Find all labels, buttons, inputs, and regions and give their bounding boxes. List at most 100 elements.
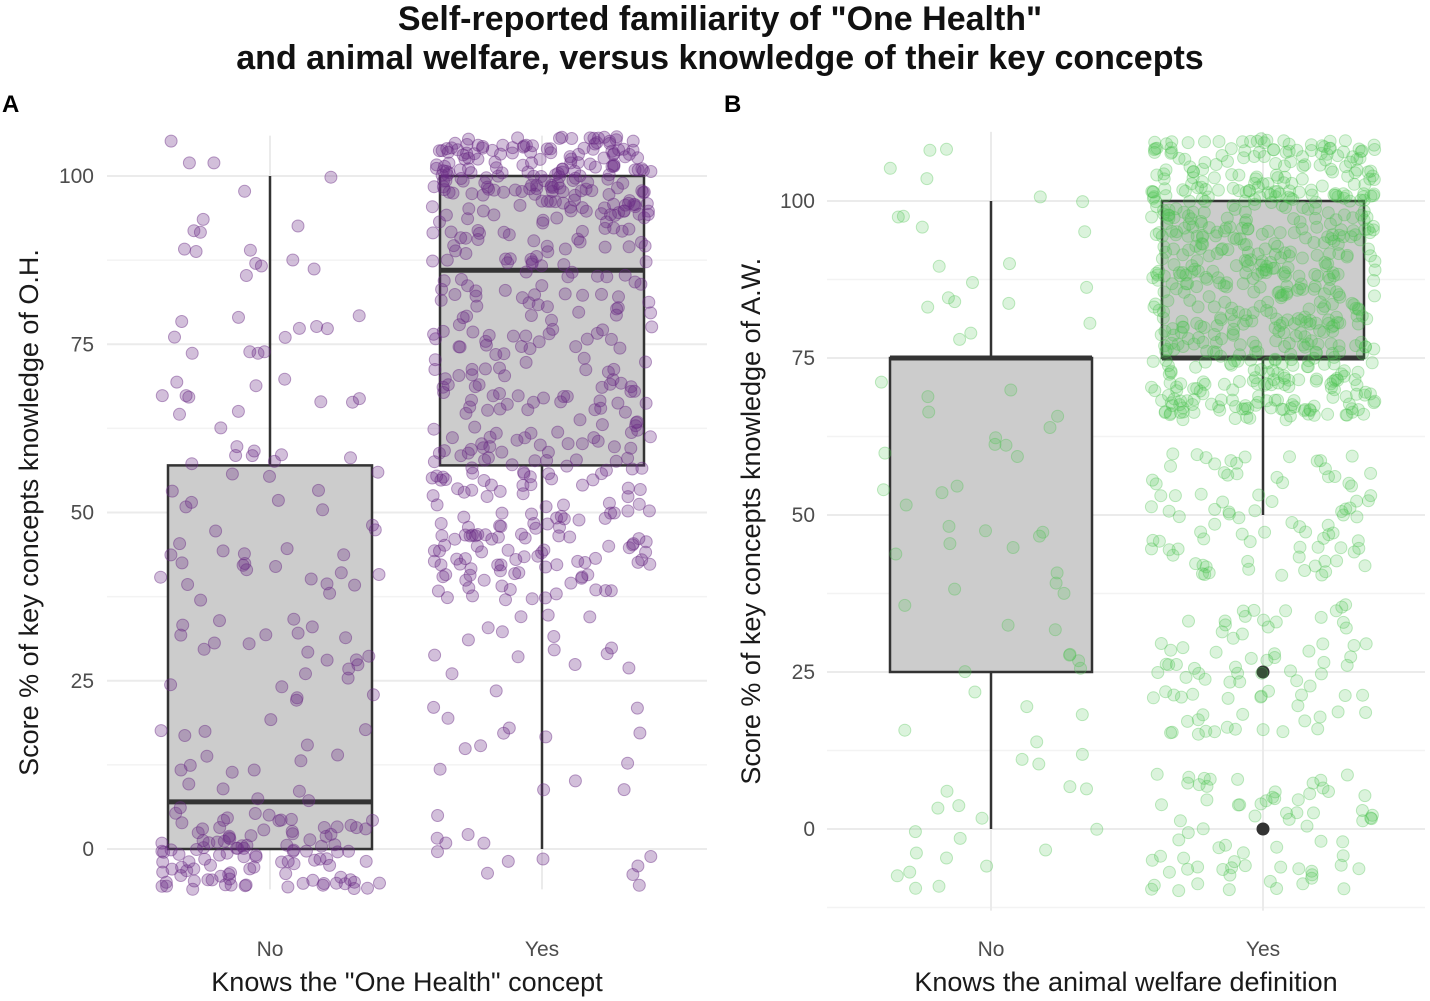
jitter-point [249,850,263,864]
jitter-point [1316,302,1330,316]
jitter-point [989,431,1003,445]
jitter-point [1186,165,1200,179]
jitter-point [898,598,912,612]
jitter-point [1202,249,1216,263]
jitter-point [591,269,604,283]
jitter-point [1167,211,1181,224]
jitter-point [294,754,308,768]
jitter-point [182,390,196,404]
jitter-point [1147,143,1161,157]
jitter-point [1215,625,1229,639]
jitter-point [1080,782,1093,796]
jitter-point [517,139,531,153]
jitter-point [317,877,331,890]
jitter-point [1311,722,1325,736]
jitter-point [517,465,531,479]
jitter-point [503,583,517,596]
jitter-point [1221,691,1235,705]
jitter-point [427,327,441,341]
jitter-point [272,814,286,828]
jitter-point [1250,377,1264,391]
jitter-point [1162,504,1176,518]
jitter-point [1287,394,1301,408]
jitter-point [1326,526,1340,540]
jitter-point [1278,246,1292,260]
jitter-point [445,141,459,155]
jitter-point [568,193,581,207]
jitter-point [583,610,597,624]
x-tick-label: No [257,938,284,961]
jitter-point [1292,269,1306,283]
jitter-point [602,539,616,553]
jitter-point [453,557,467,571]
jitter-point [471,528,485,541]
jitter-point [1254,132,1268,146]
jitter-point [485,532,499,546]
jitter-point [259,628,273,642]
jitter-point [1275,357,1289,371]
jitter-point [1343,194,1357,208]
jitter-point [952,799,966,813]
jitter-point [601,172,615,186]
jitter-point [1319,153,1333,167]
jitter-point [243,243,257,257]
jitter-point [621,504,635,518]
jitter-point [529,521,543,535]
jitter-point [638,239,652,253]
jitter-point [563,530,577,544]
jitter-point [999,438,1013,452]
jitter-point [1254,689,1268,703]
jitter-point [222,829,236,843]
jitter-point [1255,265,1269,279]
jitter-point [1184,212,1198,226]
jitter-point [1251,247,1265,261]
jitter-point [1350,510,1364,524]
jitter-point [488,155,502,169]
jitter-point [286,827,300,841]
jitter-point [439,836,453,850]
jitter-point [1185,259,1199,273]
jitter-point [1327,319,1341,333]
jitter-point [537,543,551,557]
jitter-point [1207,171,1221,185]
jitter-point [1361,494,1375,508]
jitter-point [610,130,624,144]
jitter-point [532,335,546,349]
jitter-point [1219,838,1232,852]
jitter-point [1152,264,1166,278]
jitter-point [1181,826,1195,840]
jitter-point [635,553,649,567]
jitter-point [1048,623,1062,637]
jitter-point [1298,158,1312,172]
jitter-point [462,132,475,146]
jitter-point [1191,713,1205,727]
jitter-point [524,478,538,492]
jitter-point [225,467,239,481]
jitter-point [495,166,509,180]
jitter-point [1327,188,1341,202]
jitter-point [1282,812,1296,826]
jitter-point [596,323,610,337]
jitter-point [1322,313,1335,327]
jitter-point [1346,211,1360,225]
jitter-point [550,211,564,225]
jitter-point [1282,249,1296,263]
jitter-point [1181,776,1195,790]
jitter-point [329,876,343,890]
jitter-point [1247,363,1261,377]
jitter-point [1266,364,1280,377]
jitter-point [1199,270,1213,284]
jitter-point [540,239,554,253]
jitter-point [1366,189,1380,203]
jitter-point [284,812,298,826]
jitter-point [1304,138,1318,152]
jitter-point [1354,335,1368,349]
jitter-point [456,148,470,162]
jitter-point [564,152,578,166]
jitter-point [1172,510,1186,524]
jitter-point [1169,658,1183,671]
jitter-point [323,586,337,600]
jitter-point [1322,785,1335,798]
jitter-point [1323,273,1337,286]
jitter-point [531,298,545,312]
